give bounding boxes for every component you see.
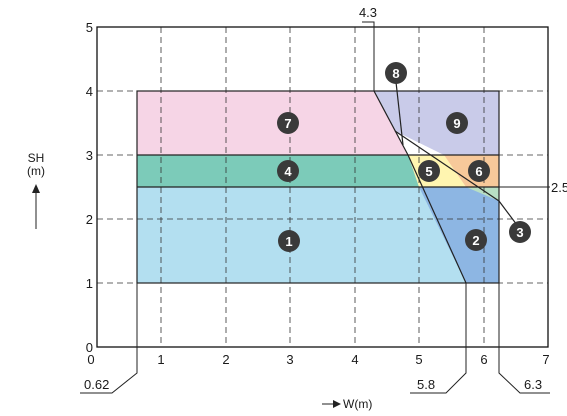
zone-marker-4: 4 — [277, 160, 299, 182]
up-arrow-icon — [32, 184, 40, 193]
x-tick-6: 6 — [480, 352, 487, 367]
zone-marker-1-label: 1 — [285, 234, 292, 249]
zone-marker-8-label: 8 — [392, 66, 399, 81]
y-tick-2: 2 — [86, 212, 93, 227]
y-axis-label: SH — [28, 151, 45, 165]
y-tick-1: 1 — [86, 276, 93, 291]
y-tick-labels: 0 1 2 3 4 5 — [86, 20, 93, 355]
zone-marker-9-label: 9 — [453, 116, 460, 131]
zone-1-region — [137, 187, 466, 283]
x-tick-0: 0 — [87, 352, 94, 367]
zone-marker-9: 9 — [446, 112, 468, 134]
zone-marker-1: 1 — [278, 230, 300, 252]
x-axis-label-group: W(m) — [322, 397, 372, 411]
callout-left-bottom: 0.62 — [84, 377, 109, 392]
zone-marker-5: 5 — [418, 160, 440, 182]
zone-marker-6-label: 6 — [475, 164, 482, 179]
x-tick-7: 7 — [542, 352, 549, 367]
zone-marker-7-label: 7 — [284, 116, 291, 131]
y-tick-3: 3 — [86, 148, 93, 163]
x-tick-3: 3 — [286, 352, 293, 367]
callout-labels: 4.3 2.5 0.62 5.8 6.3 — [84, 5, 567, 392]
x-axis-label: W(m) — [343, 397, 372, 411]
callout-mid-leader — [410, 283, 467, 394]
zone-3-divider — [394, 130, 500, 202]
x-tick-4: 4 — [351, 352, 358, 367]
leader-8 — [394, 72, 404, 146]
callout-right-bottom: 6.3 — [524, 377, 542, 392]
zone-marker-7: 7 — [277, 112, 299, 134]
zone-marker-5-label: 5 — [425, 164, 432, 179]
zone-marker-2-label: 2 — [472, 233, 479, 248]
slope-line — [407, 154, 467, 284]
y-tick-5: 5 — [86, 20, 93, 35]
y-axis-unit: (m) — [27, 164, 45, 178]
zone-markers: 1 2 3 4 5 6 7 8 — [277, 62, 531, 252]
zone-marker-3: 3 — [509, 221, 531, 243]
zone-marker-2: 2 — [465, 229, 487, 251]
right-arrow-icon — [333, 400, 341, 408]
zone-7-region — [137, 91, 408, 155]
x-tick-labels: 0 1 2 3 4 5 6 7 — [87, 352, 549, 367]
callout-right-bottom-leader — [498, 283, 550, 394]
zone-marker-4-label: 4 — [284, 164, 292, 179]
zone-marker-6: 6 — [468, 160, 490, 182]
y-axis-label-group: SH (m) — [27, 151, 45, 229]
zone-3-region — [466, 187, 499, 201]
callout-mid-bottom: 5.8 — [417, 377, 435, 392]
callout-right: 2.5 — [551, 180, 567, 195]
zone-marker-3-label: 3 — [516, 225, 523, 240]
zone-2-region — [419, 187, 499, 283]
leader-3 — [498, 200, 518, 226]
y-tick-4: 4 — [86, 84, 93, 99]
x-tick-1: 1 — [157, 352, 164, 367]
y-tick-0: 0 — [86, 340, 93, 355]
zone-marker-8: 8 — [385, 62, 407, 84]
x-tick-5: 5 — [415, 352, 422, 367]
callout-top-leader — [362, 21, 375, 91]
callouts — [80, 21, 550, 394]
callout-left-leader — [80, 283, 138, 394]
callout-top: 4.3 — [359, 5, 377, 20]
zone-borders — [136, 72, 518, 284]
zone-9-region — [374, 91, 499, 155]
x-tick-2: 2 — [222, 352, 229, 367]
